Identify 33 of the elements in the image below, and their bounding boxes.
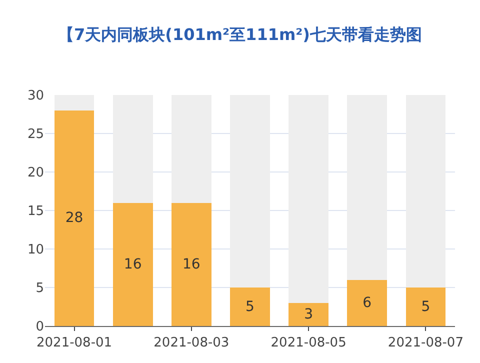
bar — [172, 202, 212, 326]
x-tick-label: 2021-08-01 — [36, 336, 112, 351]
chart-title: 【7天内同板块(101m²至111m²)七天带看走势图 — [58, 25, 422, 44]
y-tick-label: 10 — [27, 242, 44, 258]
bar — [112, 95, 153, 203]
bar — [347, 95, 388, 280]
data-label: 28 — [65, 210, 84, 226]
bar — [347, 280, 388, 326]
data-label: 5 — [421, 298, 430, 315]
data-label: 6 — [362, 294, 372, 311]
bar — [288, 95, 328, 303]
y-tick-label: 25 — [27, 127, 44, 142]
bar — [230, 95, 270, 288]
y-tick-label: 5 — [36, 281, 44, 296]
bar — [288, 302, 328, 326]
bar — [112, 202, 153, 326]
x-tick-label: 2021-08-03 — [154, 336, 230, 351]
y-tick-label: 15 — [27, 204, 44, 220]
y-tick-label: 0 — [36, 320, 44, 335]
bar — [230, 288, 270, 326]
bar — [406, 95, 446, 288]
x-tick-label: 2021-08-05 — [270, 336, 346, 351]
bar — [406, 288, 446, 326]
data-label: 16 — [182, 256, 200, 272]
data-label: 5 — [246, 298, 254, 315]
y-tick-label: 30 — [27, 88, 44, 104]
y-tick-label: 20 — [27, 166, 44, 181]
bar — [54, 95, 94, 110]
bar — [172, 95, 212, 203]
bar — [54, 110, 94, 326]
data-label: 16 — [124, 256, 142, 272]
data-label: 3 — [304, 306, 314, 322]
x-tick-label: 2021-08-07 — [388, 336, 464, 351]
